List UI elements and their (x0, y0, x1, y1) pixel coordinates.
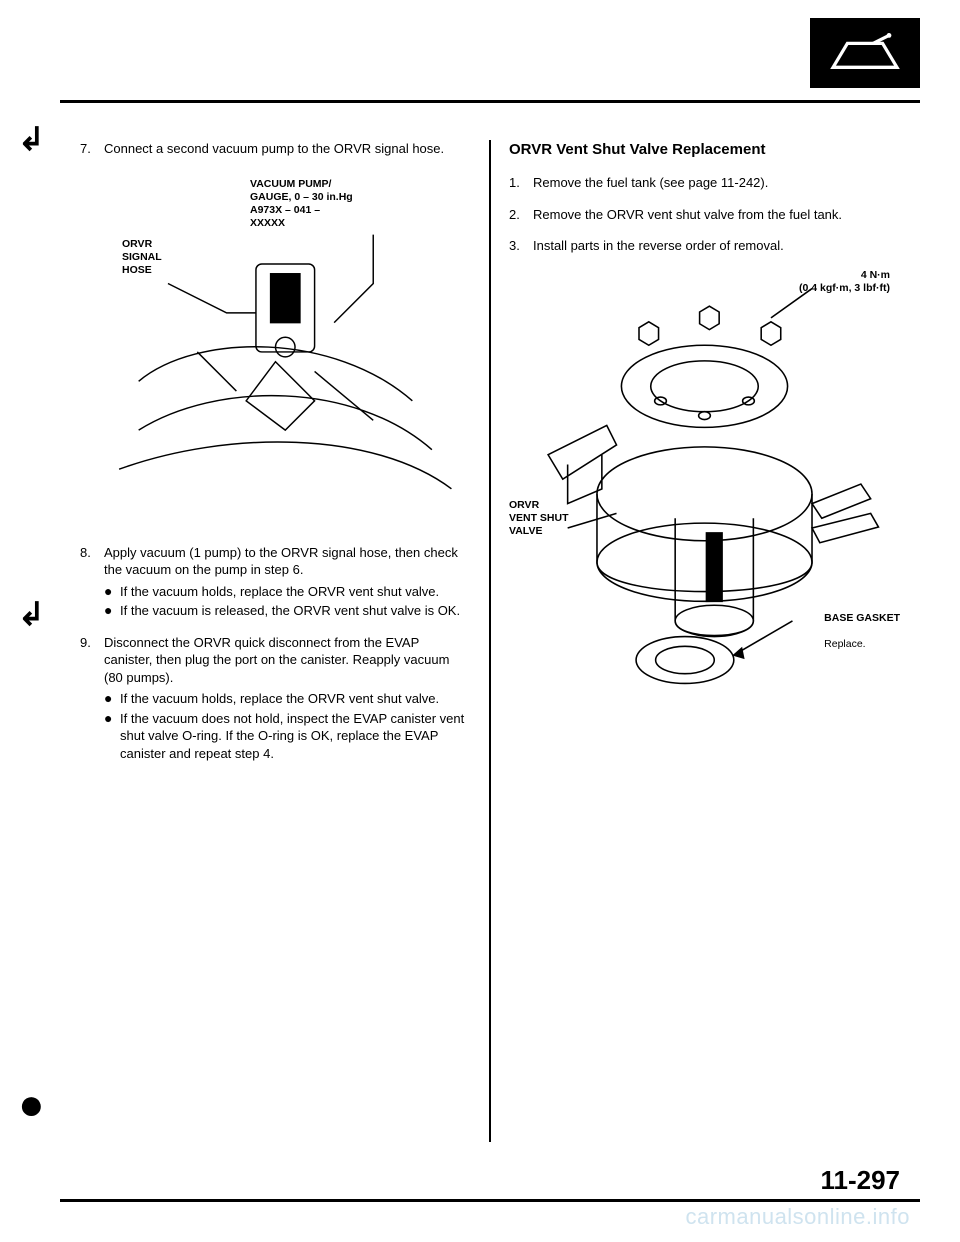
bullet-text: If the vacuum holds, replace the ORVR ve… (120, 583, 471, 601)
step-3: 3. Install parts in the reverse order of… (509, 237, 900, 255)
car-roof-icon (825, 28, 905, 78)
step-text-body: Disconnect the ORVR quick disconnect fro… (104, 635, 449, 685)
margin-mark-bottom: ● (18, 1080, 45, 1130)
bullet-dot: ● (104, 602, 120, 620)
right-column: ORVR Vent Shut Valve Replacement 1. Remo… (491, 140, 900, 1142)
bullet-text: If the vacuum is released, the ORVR vent… (120, 602, 471, 620)
step-text-body: Apply vacuum (1 pump) to the ORVR signal… (104, 545, 458, 578)
margin-mark-top: ↲ (18, 120, 45, 158)
step-number: 9. (80, 634, 104, 763)
watermark-text: carmanualsonline.info (685, 1204, 910, 1230)
margin-mark-mid: ↲ (18, 595, 45, 633)
manual-page: ↲ ↲ ● 7. Connect a second vacuum pump to… (0, 0, 960, 1242)
bullet-text: If the vacuum does not hold, inspect the… (120, 710, 471, 763)
section-icon-box (810, 18, 920, 88)
step-number: 1. (509, 174, 533, 192)
step-1: 1. Remove the fuel tank (see page 11-242… (509, 174, 900, 192)
step-9: 9. Disconnect the ORVR quick disconnect … (80, 634, 471, 763)
figure-valve-assembly: 4 N·m (0.4 kgf·m, 3 lbf·ft) ORVR VENT SH… (509, 269, 900, 709)
step-number: 8. (80, 544, 104, 620)
bullet-list: ● If the vacuum holds, replace the ORVR … (104, 583, 471, 620)
bullet-item: ● If the vacuum is released, the ORVR ve… (104, 602, 471, 620)
bullet-dot: ● (104, 690, 120, 708)
step-2: 2. Remove the ORVR vent shut valve from … (509, 206, 900, 224)
valve-assembly-illustration (509, 269, 900, 699)
bottom-horizontal-rule (60, 1199, 920, 1202)
step-text: Apply vacuum (1 pump) to the ORVR signal… (104, 544, 471, 620)
bullet-item: ● If the vacuum holds, replace the ORVR … (104, 583, 471, 601)
step-text: Disconnect the ORVR quick disconnect fro… (104, 634, 471, 763)
bullet-item: ● If the vacuum does not hold, inspect t… (104, 710, 471, 763)
step-text: Connect a second vacuum pump to the ORVR… (104, 140, 471, 158)
figure-vacuum-pump: ORVR SIGNAL HOSE VACUUM PUMP/ GAUGE, 0 –… (80, 176, 471, 516)
step-text: Remove the ORVR vent shut valve from the… (533, 206, 900, 224)
bullet-item: ● If the vacuum holds, replace the ORVR … (104, 690, 471, 708)
bullet-text: If the vacuum holds, replace the ORVR ve… (120, 690, 471, 708)
step-text: Install parts in the reverse order of re… (533, 237, 900, 255)
step-number: 7. (80, 140, 104, 158)
bullet-list: ● If the vacuum holds, replace the ORVR … (104, 690, 471, 762)
step-number: 2. (509, 206, 533, 224)
bullet-dot: ● (104, 710, 120, 763)
step-7: 7. Connect a second vacuum pump to the O… (80, 140, 471, 158)
page-number: 11-297 (820, 1165, 900, 1196)
vacuum-pump-illustration (80, 176, 471, 508)
two-column-layout: 7. Connect a second vacuum pump to the O… (80, 140, 900, 1142)
top-horizontal-rule (60, 100, 920, 103)
step-text: Remove the fuel tank (see page 11-242). (533, 174, 900, 192)
step-number: 3. (509, 237, 533, 255)
bullet-dot: ● (104, 583, 120, 601)
left-column: 7. Connect a second vacuum pump to the O… (80, 140, 491, 1142)
step-8: 8. Apply vacuum (1 pump) to the ORVR sig… (80, 544, 471, 620)
section-title: ORVR Vent Shut Valve Replacement (509, 140, 900, 160)
